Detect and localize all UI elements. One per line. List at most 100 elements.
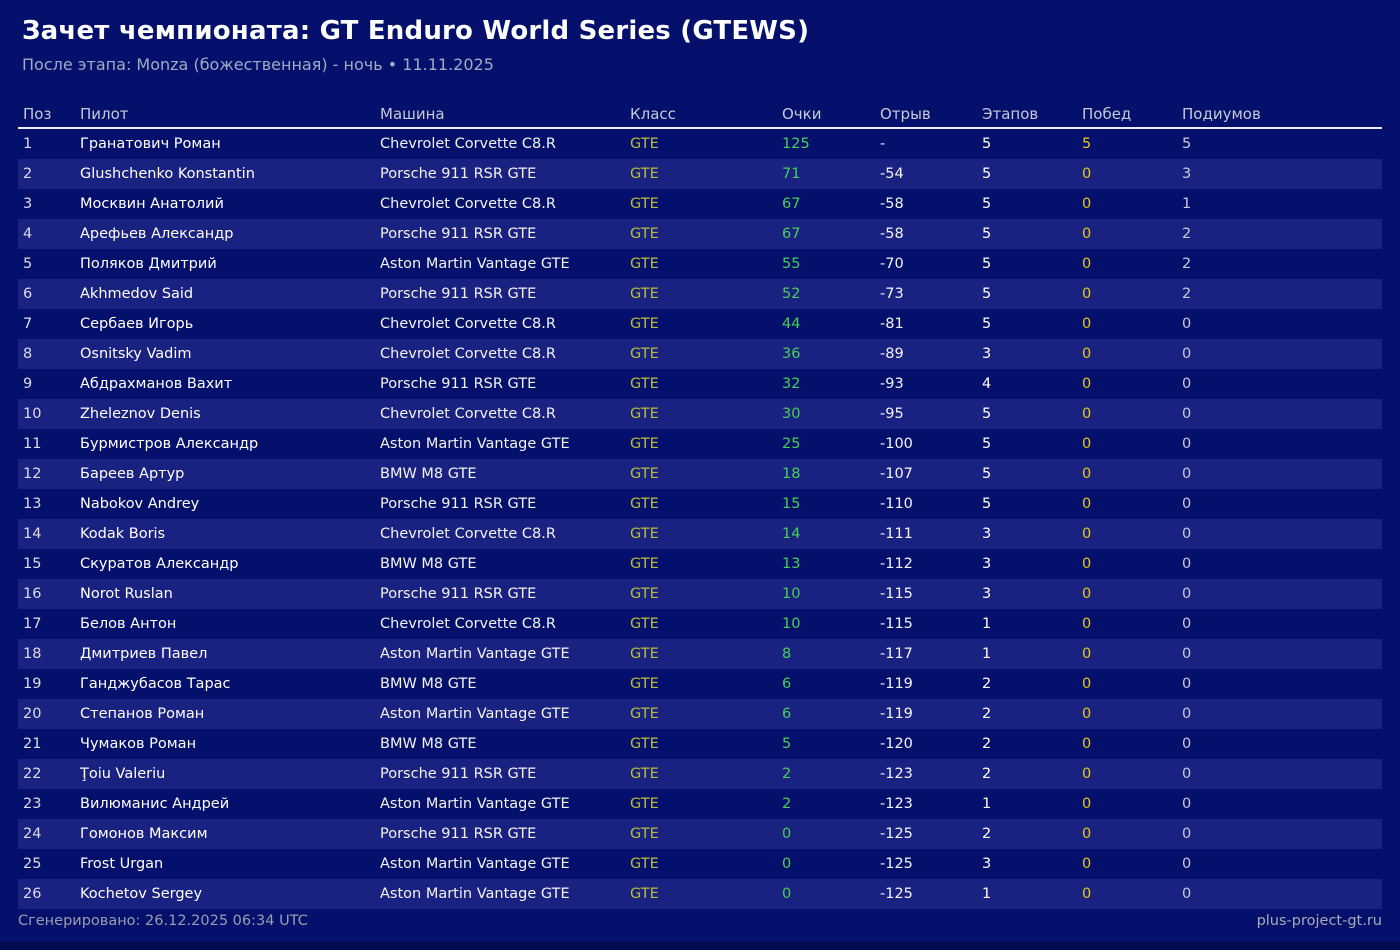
cell-pilot: Osnitsky Vadim — [80, 346, 192, 362]
cell-gap: -123 — [880, 766, 913, 782]
cell-pos: 1 — [23, 136, 33, 152]
cell-stages: 5 — [982, 406, 992, 422]
table-header-row: Поз Пилот Машина Класс Очки Отрыв Этапов… — [18, 101, 1382, 129]
cell-podiums: 0 — [1182, 676, 1192, 692]
cell-class: GTE — [630, 226, 659, 242]
cell-pilot: Сербаев Игорь — [80, 316, 194, 332]
cell-podiums: 0 — [1182, 406, 1192, 422]
cell-points: 30 — [782, 406, 801, 422]
cell-pilot: Москвин Анатолий — [80, 196, 224, 212]
cell-pos: 7 — [23, 316, 33, 332]
cell-gap: - — [880, 136, 886, 152]
cell-pos: 8 — [23, 346, 33, 362]
cell-class: GTE — [630, 676, 659, 692]
cell-points: 2 — [782, 796, 792, 812]
cell-stages: 2 — [982, 736, 992, 752]
cell-stages: 5 — [982, 226, 992, 242]
cell-pos: 24 — [23, 826, 42, 842]
cell-pilot: Kodak Boris — [80, 526, 166, 542]
cell-car: Porsche 911 RSR GTE — [380, 166, 537, 182]
cell-points: 36 — [782, 346, 801, 362]
cell-pos: 19 — [23, 676, 42, 692]
column-header-stages: Этапов — [982, 105, 1039, 123]
cell-gap: -117 — [880, 646, 913, 662]
cell-wins: 0 — [1082, 436, 1092, 452]
cell-gap: -112 — [880, 556, 913, 572]
cell-gap: -119 — [880, 676, 913, 692]
cell-car: Aston Martin Vantage GTE — [380, 886, 570, 902]
table-row: 22 Ţoiu Valeriu Porsche 911 RSR GTE GTE … — [18, 759, 1382, 789]
cell-class: GTE — [630, 346, 659, 362]
cell-class: GTE — [630, 766, 659, 782]
cell-pilot: Glushchenko Konstantin — [80, 166, 255, 182]
cell-points: 15 — [782, 496, 801, 512]
cell-points: 55 — [782, 256, 801, 272]
table-row: 17 Белов Антон Chevrolet Corvette C8.R G… — [18, 609, 1382, 639]
cell-gap: -54 — [880, 166, 904, 182]
table-row: 13 Nabokov Andrey Porsche 911 RSR GTE GT… — [18, 489, 1382, 519]
cell-stages: 1 — [982, 646, 992, 662]
cell-car: Chevrolet Corvette C8.R — [380, 196, 556, 212]
cell-car: Porsche 911 RSR GTE — [380, 766, 537, 782]
cell-stages: 5 — [982, 316, 992, 332]
cell-pilot: Степанов Роман — [80, 706, 205, 722]
cell-pilot: Nabokov Andrey — [80, 496, 200, 512]
cell-points: 125 — [782, 136, 810, 152]
cell-wins: 0 — [1082, 376, 1092, 392]
cell-podiums: 3 — [1182, 166, 1192, 182]
cell-points: 10 — [782, 616, 801, 632]
table-row: 7 Сербаев Игорь Chevrolet Corvette C8.R … — [18, 309, 1382, 339]
cell-wins: 0 — [1082, 796, 1092, 812]
cell-wins: 0 — [1082, 166, 1092, 182]
cell-stages: 5 — [982, 256, 992, 272]
cell-podiums: 0 — [1182, 766, 1192, 782]
cell-class: GTE — [630, 886, 659, 902]
table-row: 12 Бареев Артур BMW M8 GTE GTE 18 -107 5… — [18, 459, 1382, 489]
cell-podiums: 0 — [1182, 856, 1192, 872]
cell-stages: 5 — [982, 166, 992, 182]
table-row: 9 Абдрахманов Вахит Porsche 911 RSR GTE … — [18, 369, 1382, 399]
table-row: 21 Чумаков Роман BMW M8 GTE GTE 5 -120 2… — [18, 729, 1382, 759]
cell-wins: 0 — [1082, 646, 1092, 662]
cell-podiums: 1 — [1182, 196, 1192, 212]
cell-car: Porsche 911 RSR GTE — [380, 286, 537, 302]
table-row: 24 Гомонов Максим Porsche 911 RSR GTE GT… — [18, 819, 1382, 849]
cell-podiums: 2 — [1182, 286, 1192, 302]
table-row: 16 Norot Ruslan Porsche 911 RSR GTE GTE … — [18, 579, 1382, 609]
table-row: 14 Kodak Boris Chevrolet Corvette C8.R G… — [18, 519, 1382, 549]
cell-pos: 15 — [23, 556, 42, 572]
cell-car: Porsche 911 RSR GTE — [380, 826, 537, 842]
cell-gap: -58 — [880, 226, 904, 242]
cell-stages: 5 — [982, 496, 992, 512]
table-row: 4 Арефьев Александр Porsche 911 RSR GTE … — [18, 219, 1382, 249]
cell-class: GTE — [630, 196, 659, 212]
cell-wins: 0 — [1082, 856, 1092, 872]
cell-car: Aston Martin Vantage GTE — [380, 436, 570, 452]
cell-class: GTE — [630, 736, 659, 752]
table-body: 1 Гранатович Роман Chevrolet Corvette C8… — [18, 129, 1382, 909]
cell-gap: -93 — [880, 376, 904, 392]
table-row: 2 Glushchenko Konstantin Porsche 911 RSR… — [18, 159, 1382, 189]
cell-pos: 23 — [23, 796, 42, 812]
cell-car: Porsche 911 RSR GTE — [380, 226, 537, 242]
cell-pos: 6 — [23, 286, 33, 302]
cell-wins: 0 — [1082, 556, 1092, 572]
cell-car: Chevrolet Corvette C8.R — [380, 136, 556, 152]
site-label: plus-project-gt.ru — [1256, 913, 1382, 929]
cell-pos: 16 — [23, 586, 42, 602]
column-header-pilot: Пилот — [80, 105, 129, 123]
cell-points: 52 — [782, 286, 801, 302]
column-header-wins: Побед — [1082, 105, 1132, 123]
table-row: 3 Москвин Анатолий Chevrolet Corvette C8… — [18, 189, 1382, 219]
cell-class: GTE — [630, 556, 659, 572]
cell-gap: -125 — [880, 826, 913, 842]
cell-points: 25 — [782, 436, 801, 452]
cell-stages: 1 — [982, 616, 992, 632]
cell-stages: 2 — [982, 826, 992, 842]
cell-pilot: Абдрахманов Вахит — [80, 376, 233, 392]
cell-car: Aston Martin Vantage GTE — [380, 856, 570, 872]
cell-points: 0 — [782, 856, 792, 872]
cell-gap: -111 — [880, 526, 913, 542]
cell-gap: -123 — [880, 796, 913, 812]
cell-podiums: 0 — [1182, 526, 1192, 542]
